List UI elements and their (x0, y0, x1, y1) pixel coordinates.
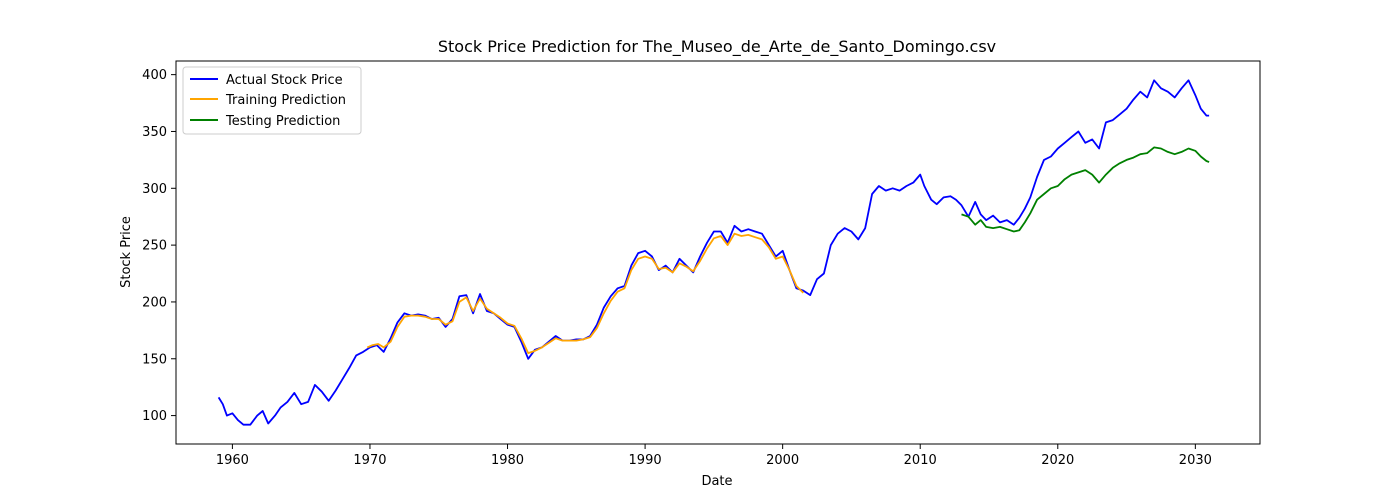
legend-box (182, 66, 362, 135)
x-tick-label: 1980 (491, 453, 524, 468)
x-tick-label: 1990 (629, 453, 662, 468)
x-tick-label: 2030 (1179, 453, 1212, 468)
y-tick-label: 100 (142, 409, 167, 424)
y-tick-label: 350 (142, 125, 167, 140)
y-axis-label: Stock Price (119, 216, 134, 288)
y-tick-label: 300 (142, 182, 167, 197)
y-tick-label: 200 (142, 295, 167, 310)
x-axis: 1960 1970 1980 1990 2000 2010 2020 2030 (216, 444, 1212, 468)
series-training-line (366, 232, 804, 355)
x-tick-label: 2000 (766, 453, 799, 468)
x-tick-label: 2020 (1041, 453, 1074, 468)
x-tick-label: 1970 (353, 453, 386, 468)
y-axis: 100 150 200 250 300 350 400 (142, 68, 176, 424)
legend-label-actual: Actual Stock Price (226, 73, 343, 88)
series-testing-line (961, 146, 1210, 233)
x-tick-label: 2010 (904, 453, 937, 468)
legend: Actual Stock Price Training Prediction T… (182, 66, 362, 135)
y-tick-label: 150 (142, 352, 167, 367)
chart-title: Stock Price Prediction for The_Museo_de_… (438, 37, 996, 57)
series-actual-line (217, 79, 1210, 426)
series-layer (217, 79, 1210, 426)
legend-label-training: Training Prediction (225, 93, 346, 108)
plot-frame (175, 60, 1261, 445)
legend-label-testing: Testing Prediction (225, 114, 340, 129)
y-tick-label: 400 (142, 68, 167, 83)
y-tick-label: 250 (142, 239, 167, 254)
x-tick-label: 1960 (216, 453, 249, 468)
x-axis-label: Date (701, 474, 732, 489)
